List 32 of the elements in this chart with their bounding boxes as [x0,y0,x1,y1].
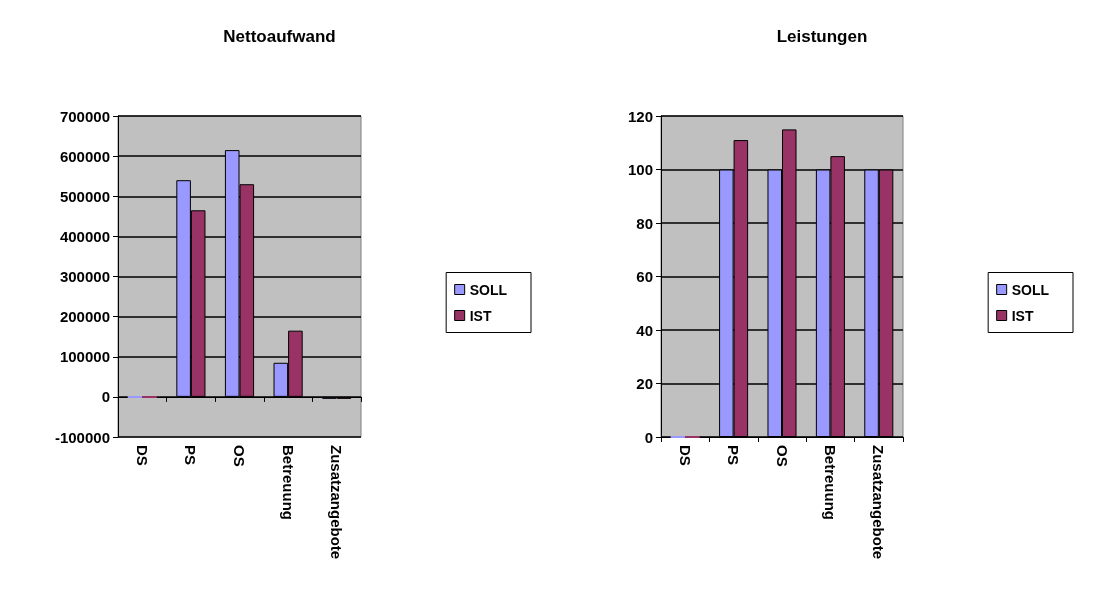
x-tick-label: Zusatzangebote [870,445,888,560]
y-tick-label: 100 [627,161,653,178]
x-tick-label: PS [725,445,743,466]
y-tick-label: 120 [627,107,653,125]
chart-title: Leistungen [776,27,868,46]
y-tick-label: 0 [644,428,653,446]
x-tick-label: PS [182,445,200,466]
x-tick-label: DS [133,445,151,466]
y-tick-label: -100000 [54,428,110,446]
x-tick-label: Zusatzangebote [328,445,346,560]
y-tick-label: 60 [636,268,653,285]
legend-label: SOLL [1011,281,1050,298]
y-tick-label: 300000 [59,268,110,285]
y-tick-label: 40 [636,321,653,339]
x-tick-label: OS [231,445,248,467]
chart-title: Nettoaufwand [223,27,336,46]
y-tick-label: 200000 [59,308,110,326]
y-tick-label: 400000 [59,227,110,245]
legend-label: IST [469,307,492,324]
x-tick-label: Betreuung [279,445,297,520]
y-tick-label: 80 [636,214,653,232]
y-tick-label: 700000 [59,107,110,125]
x-tick-label: DS [676,445,694,466]
y-tick-label: 600000 [59,147,110,165]
y-tick-label: 20 [636,375,653,392]
x-tick-label: Betreuung [821,445,839,520]
y-tick-label: 0 [101,388,110,406]
legend-label: IST [1011,307,1034,324]
legend-label: SOLL [469,281,508,298]
y-tick-label: 500000 [59,187,110,205]
y-tick-label: 100000 [59,348,110,366]
x-tick-label: OS [773,445,791,467]
